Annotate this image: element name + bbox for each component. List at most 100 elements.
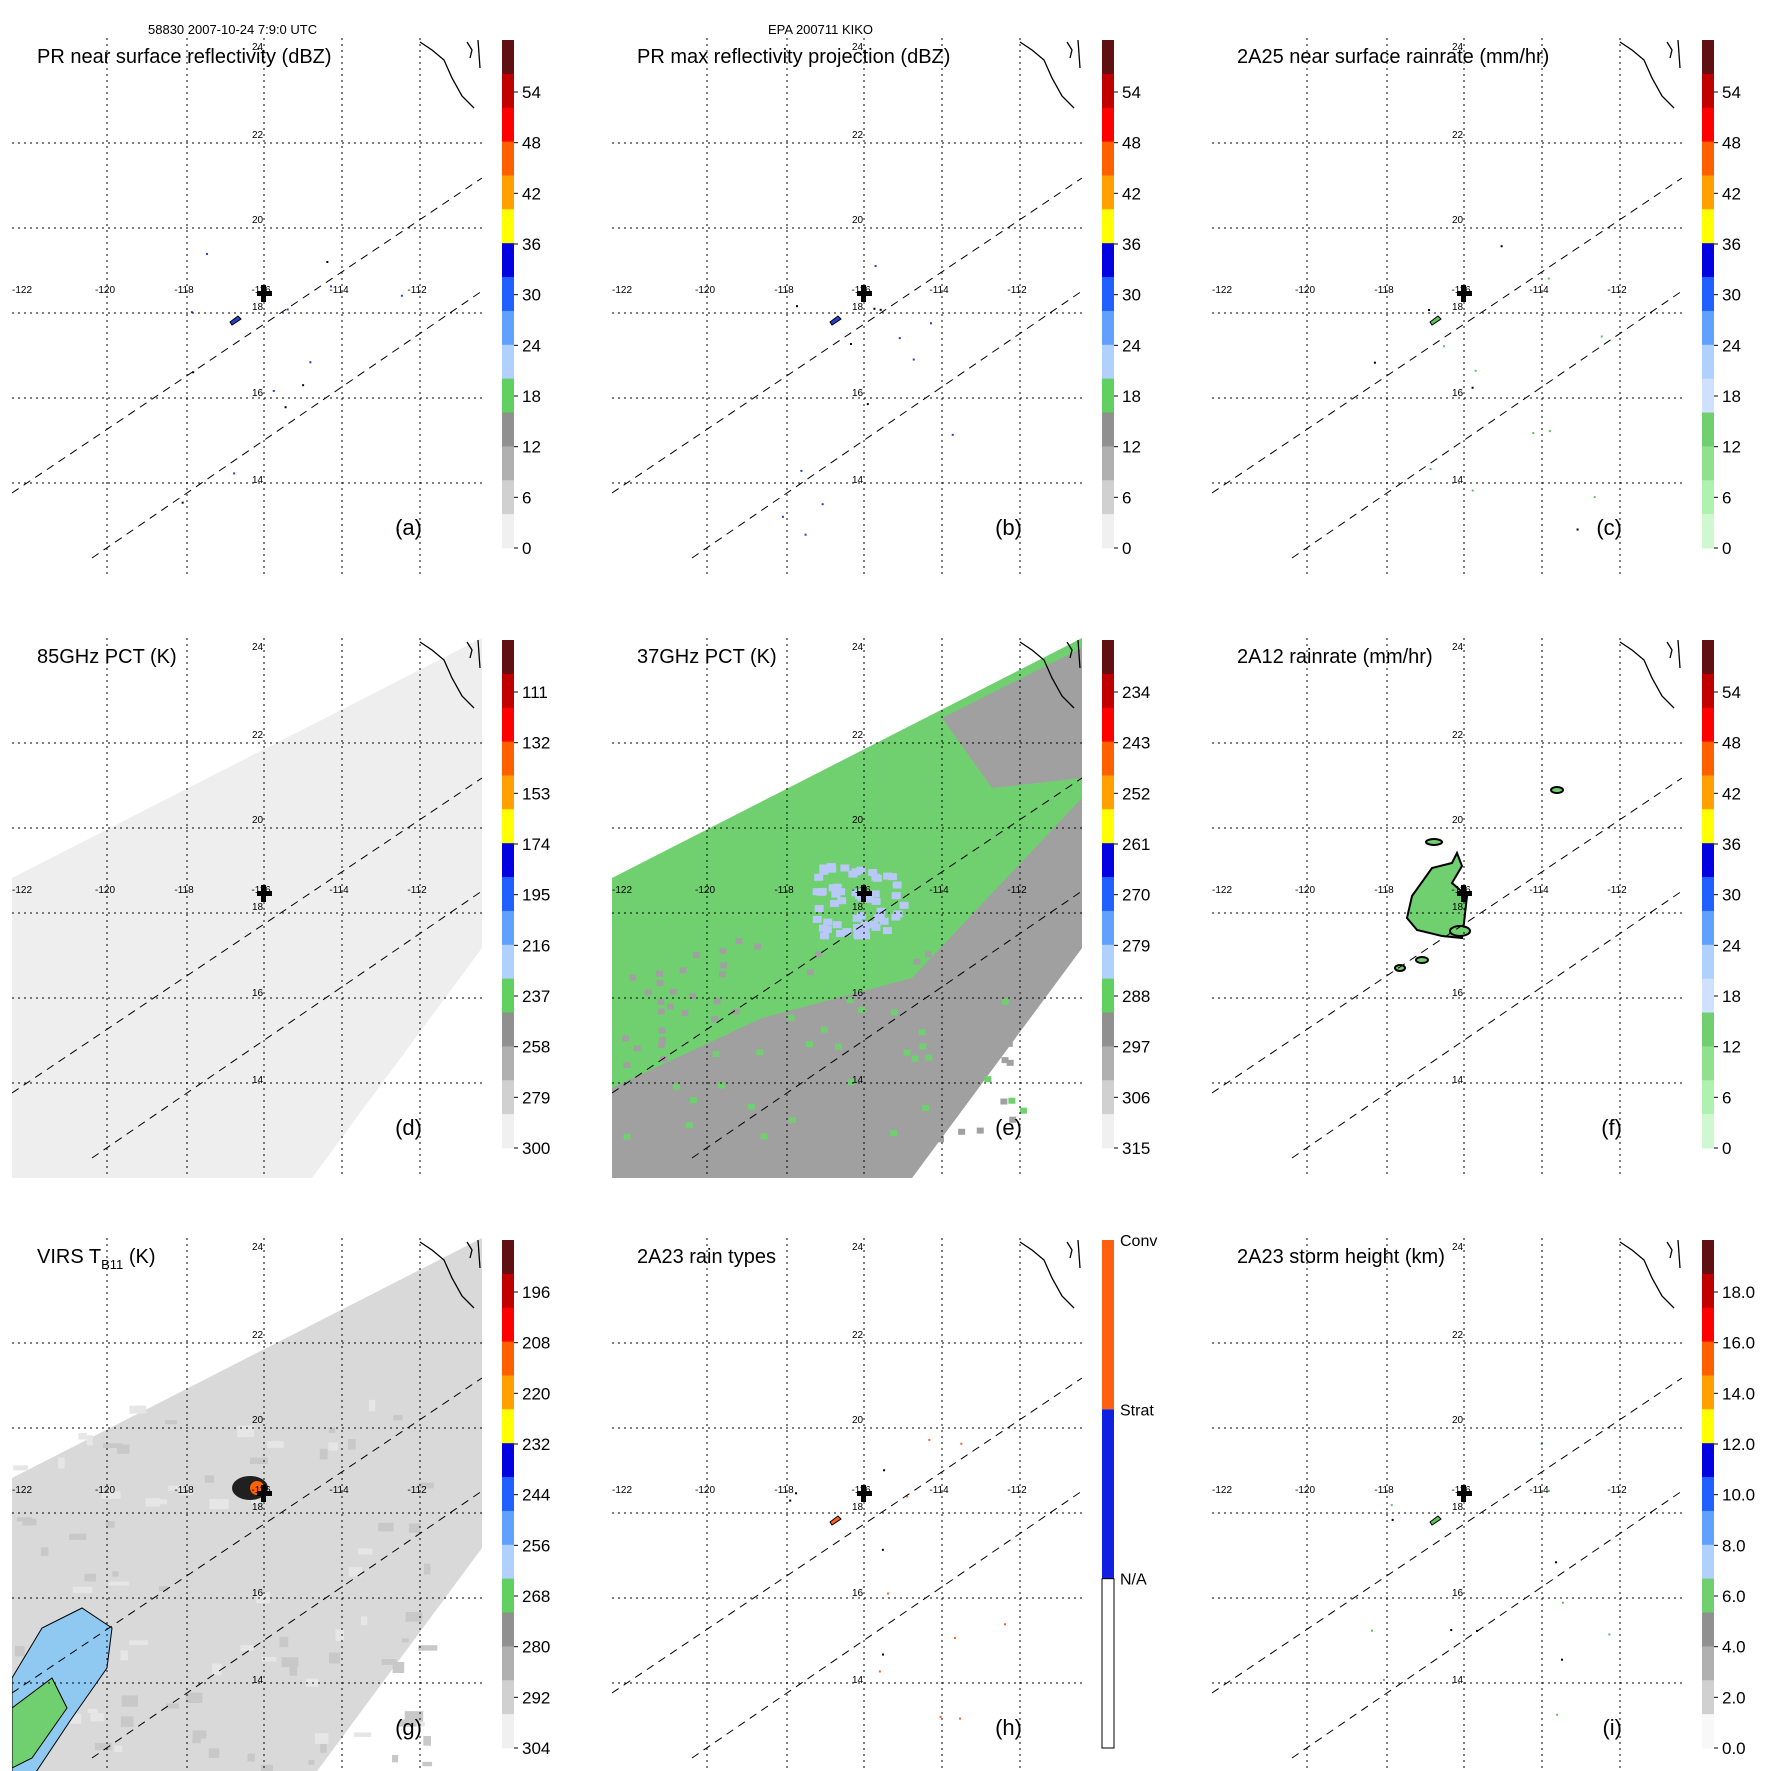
rain-pixel [929, 322, 932, 325]
lon-label: -118 [774, 885, 794, 896]
rain-pixel [1471, 386, 1474, 389]
cloud-pixel [347, 1438, 356, 1450]
lat-label: 20 [852, 215, 864, 226]
rain-area [1550, 786, 1564, 794]
rain-pixel [1556, 1713, 1559, 1716]
swath-pixel [745, 986, 753, 993]
coastline [1619, 39, 1681, 109]
cold-pixel [837, 897, 847, 905]
colorbar-segment [502, 775, 514, 810]
colorbar-label: 6 [1122, 488, 1131, 507]
cloud-pixel [103, 1443, 123, 1449]
cloud-pixel [405, 1612, 423, 1622]
rain-pixel [959, 1717, 962, 1720]
swath-pixel [835, 1043, 843, 1050]
cold-pixel [836, 929, 846, 937]
swath-pixel [815, 951, 823, 958]
colorbar-label: 279 [522, 1088, 550, 1107]
storm-center-marker [1457, 885, 1472, 902]
lon-label: -114 [929, 1485, 949, 1496]
panel-letter: (c) [1596, 515, 1622, 540]
cold-pixel [828, 884, 838, 892]
lon-label: -118 [1374, 285, 1394, 296]
lat-label: 18 [252, 902, 264, 913]
colorbar-segment [502, 514, 514, 549]
rain-pixel [1428, 309, 1431, 312]
colorbar-segment [502, 1375, 514, 1410]
lon-label: -112 [1607, 1485, 1627, 1496]
cold-pixel [830, 899, 840, 907]
cloud-pixel [72, 1586, 93, 1594]
rain-pixel [1390, 1504, 1393, 1507]
swath-edge [12, 177, 482, 494]
colorbar-label: 36 [1722, 835, 1741, 854]
colorbar-e: 234 243 252 261 270 279 288 297 306 315 [1102, 640, 1150, 1158]
lat-label: 18 [252, 1502, 264, 1513]
lon-label: -120 [695, 1485, 715, 1496]
swath-edge [1212, 1377, 1682, 1694]
colorbar-f: 54 48 42 36 30 24 18 12 6 0 [1702, 640, 1741, 1158]
rain-pixel [302, 384, 305, 387]
cloud-pixel [381, 1659, 397, 1665]
rain-pixel [1474, 369, 1477, 372]
lon-label: -118 [1374, 1485, 1394, 1496]
swath-pixel [777, 974, 785, 981]
lat-label: 24 [1452, 1242, 1464, 1253]
map-area [612, 638, 1082, 1178]
swath-pixel [688, 938, 696, 945]
colorbar-segment [1702, 1409, 1714, 1444]
swath-pixel [671, 1016, 679, 1023]
colorbar-segment [502, 1409, 514, 1444]
rain-pixel [800, 469, 803, 472]
colorbar-label: 288 [1122, 987, 1150, 1006]
colorbar-segment [1702, 877, 1714, 912]
colorbar-segment [1702, 1477, 1714, 1512]
lat-label: 16 [852, 388, 864, 399]
colorbar-segment [502, 1273, 514, 1309]
colorbar-segment [1102, 277, 1114, 312]
colorbar-label: Strat [1120, 1402, 1154, 1419]
swath-pixel [675, 940, 683, 947]
swath-pixel [940, 1006, 948, 1013]
cloud-pixel [289, 1665, 298, 1676]
map-area [12, 38, 482, 578]
cloud-pixel [116, 1444, 130, 1454]
cloud-pixel [121, 1695, 138, 1707]
storm-center-marker [257, 285, 272, 302]
colorbar-label: 2.0 [1722, 1688, 1746, 1707]
rain-area [1449, 925, 1471, 937]
cloud-pixel [90, 1713, 104, 1722]
cold-pixel [871, 897, 881, 905]
colorbar-segment [1102, 843, 1114, 878]
lat-label: 20 [852, 1415, 864, 1426]
cold-pixel [861, 932, 871, 940]
lat-label: 20 [1452, 1415, 1464, 1426]
colorbar-segment [502, 1646, 514, 1681]
cold-pixel [868, 869, 878, 877]
rain-pixel [181, 501, 184, 504]
swath-pixel [659, 1036, 667, 1043]
rain-pixel [878, 1670, 881, 1673]
swath-pixel [711, 1016, 719, 1023]
colorbar-i: 18.0 16.0 14.0 12.0 10.0 8.0 6.0 4.0 2.0 0.0 [1702, 1240, 1755, 1758]
swath-pixel [673, 1003, 681, 1010]
map-area [1212, 638, 1682, 1178]
lat-label: 22 [852, 130, 864, 141]
colorbar-label: 18 [1722, 387, 1741, 406]
swath-pixel [982, 958, 990, 965]
swath-pixel [969, 1068, 977, 1075]
colorbar-label: 12.0 [1722, 1435, 1755, 1454]
cloud-pixel [328, 1442, 338, 1451]
colorbar-segment [1102, 1046, 1114, 1081]
lat-label: 24 [852, 642, 864, 653]
rain-pixel [821, 503, 824, 506]
map-panel-e: -122-120-118-116-114-11224222018161437GH… [612, 638, 1150, 1178]
colorbar-segment [1702, 480, 1714, 515]
rain-pixel [953, 1636, 956, 1639]
cloud-pixel [281, 1657, 299, 1668]
panel-letter: (h) [995, 1715, 1022, 1740]
swath-edge [1291, 890, 1682, 1159]
lon-label: -122 [1212, 1485, 1232, 1496]
rain-pixel [866, 403, 869, 406]
rain-pixel [906, 1495, 909, 1498]
